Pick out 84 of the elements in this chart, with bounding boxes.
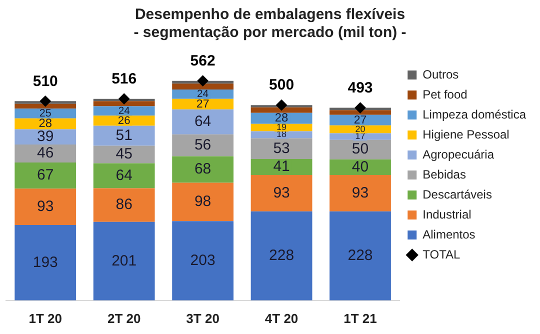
bar (172, 182, 234, 222)
data-label: 51 (116, 126, 132, 144)
legend-label: Agropecuária (422, 147, 494, 162)
point (276, 100, 288, 111)
data-label: 25 (39, 107, 52, 120)
data-label: 27 (354, 114, 367, 126)
x-tick-label: 4T 20 (264, 310, 298, 326)
data-label: 41 (273, 158, 290, 176)
point (40, 96, 51, 107)
data-label: 98 (194, 193, 212, 210)
bar (172, 84, 234, 90)
data-label: 516 (112, 70, 137, 88)
data-label: 228 (269, 247, 294, 264)
data-label: 40 (352, 158, 369, 176)
bar (250, 174, 312, 212)
data-label: 46 (37, 144, 54, 162)
data-label: 24 (118, 106, 130, 117)
point (197, 75, 208, 86)
x-tick-label: 1T 20 (28, 310, 62, 326)
data-label: 50 (352, 140, 369, 158)
data-label: 19 (276, 122, 287, 132)
point (354, 102, 366, 114)
legend-label: Bebidas (422, 167, 466, 182)
data-label: 500 (269, 76, 294, 94)
legend-label: Higiene Pessoal (422, 127, 510, 142)
bar (14, 225, 76, 300)
bar (330, 174, 391, 212)
bar (93, 163, 155, 188)
data-label: 93 (273, 184, 290, 202)
bar (330, 211, 391, 300)
data-label: 93 (352, 184, 369, 202)
data-label: 510 (32, 72, 58, 90)
data-label: 493 (348, 79, 373, 96)
data-label: 228 (348, 247, 373, 264)
data-label: 67 (37, 166, 54, 184)
data-label: 39 (37, 128, 54, 146)
bar (93, 188, 155, 222)
data-label: 56 (194, 136, 212, 154)
data-label: 20 (355, 124, 366, 134)
data-label: 201 (112, 252, 137, 270)
bar (330, 140, 391, 160)
bar (93, 222, 155, 300)
data-label: 26 (118, 114, 130, 127)
x-tick-label: 2T 20 (107, 310, 141, 326)
data-label: 562 (190, 52, 216, 70)
x-tick-label: 3T 20 (186, 310, 220, 326)
data-label: 64 (194, 113, 212, 130)
bar (93, 101, 155, 106)
text: Desempenho de embalagens flexíveis (134, 6, 406, 24)
bar (330, 110, 391, 115)
legend-label: Limpeza doméstica (422, 107, 526, 122)
data-label: 28 (38, 116, 52, 130)
bar (250, 211, 312, 300)
bar (250, 138, 312, 159)
bar (172, 156, 234, 183)
data-label: 64 (116, 166, 132, 184)
legend-label: Alimentos (422, 227, 476, 242)
data-label: 24 (197, 88, 209, 100)
legend-label: Descartáveis (422, 187, 492, 202)
data-label: 53 (273, 140, 290, 157)
bar (93, 126, 155, 146)
point (118, 93, 130, 104)
bar (14, 162, 76, 189)
legend-label: Outros (422, 67, 459, 82)
data-label: 28 (274, 110, 289, 125)
legend-label: Pet food (422, 87, 468, 102)
data-label: 86 (116, 196, 132, 214)
data-label: 45 (116, 146, 132, 163)
data-label: 17 (355, 131, 366, 141)
bar (172, 109, 234, 134)
legend-label: Industrial (422, 207, 472, 222)
data-label: 27 (196, 98, 210, 110)
data-label: 68 (194, 160, 212, 178)
data-label: 193 (32, 254, 58, 271)
x-tick-label: 1T 21 (344, 310, 377, 326)
text: - segmentação por mercado (mil ton) - (134, 24, 406, 42)
bar (14, 188, 76, 225)
bar (172, 134, 234, 156)
bar (14, 104, 76, 109)
data-label: 203 (190, 252, 216, 269)
legend-label: TOTAL (422, 247, 461, 262)
data-label: 93 (37, 198, 54, 215)
bar (172, 221, 234, 300)
bar (250, 107, 312, 113)
